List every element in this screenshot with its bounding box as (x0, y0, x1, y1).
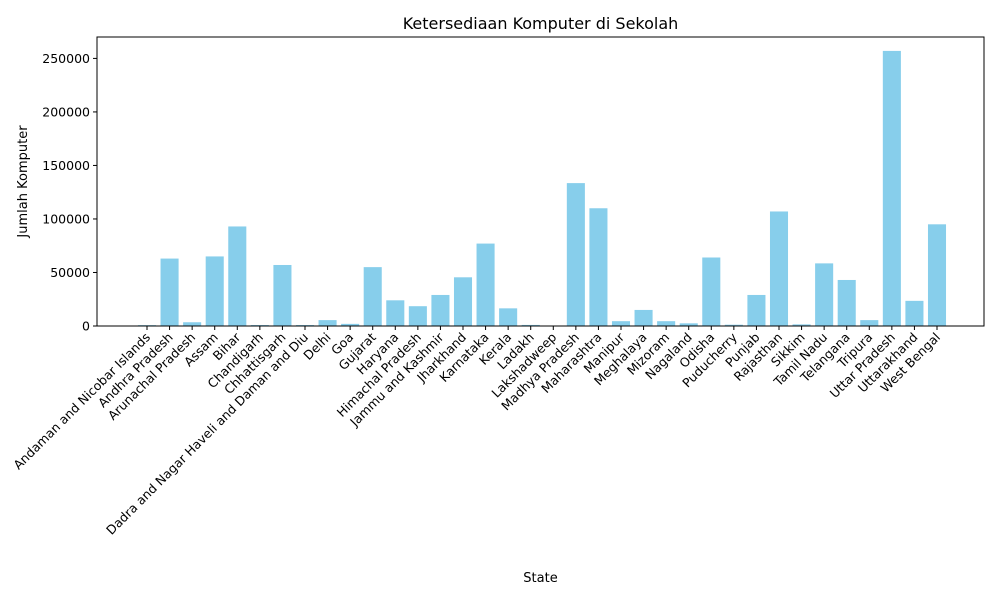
bar (657, 321, 676, 326)
bar (747, 294, 766, 326)
bar (611, 321, 631, 326)
y-tick-label: 100000 (42, 211, 90, 226)
y-axis-title: Jumlah Komputer (16, 125, 31, 239)
y-axis-ticks: 0 50000 100000 150000 200000 250000 (42, 51, 97, 334)
bar (476, 243, 495, 326)
bar (927, 224, 947, 326)
bar (905, 300, 924, 326)
bar (273, 264, 292, 326)
bar (679, 323, 698, 326)
bar (634, 309, 653, 326)
bar (724, 324, 743, 326)
chart-title: Ketersediaan Komputer di Sekolah (403, 14, 679, 33)
x-axis-title: State (523, 571, 557, 586)
y-tick-label: 200000 (42, 104, 90, 119)
bar (453, 277, 473, 326)
bar (815, 263, 834, 326)
bar (160, 258, 179, 326)
bar (228, 226, 247, 326)
bar (363, 267, 382, 326)
bar (589, 208, 608, 326)
bar (702, 257, 721, 326)
bar (499, 308, 518, 326)
bars-group (137, 50, 947, 326)
bar (341, 323, 360, 326)
bar (183, 322, 202, 326)
bar (408, 306, 427, 326)
y-tick-label: 50000 (50, 265, 90, 280)
bar (882, 50, 901, 326)
bar (769, 211, 789, 326)
bar (860, 320, 879, 326)
bar (318, 320, 337, 326)
bar (566, 183, 585, 326)
bar (837, 279, 856, 326)
bar (792, 324, 811, 326)
plot-frame (96, 36, 985, 327)
y-tick-label: 250000 (42, 51, 90, 66)
y-tick-label: 0 (82, 319, 90, 334)
bar (431, 294, 450, 326)
bar (205, 256, 224, 326)
y-tick-label: 150000 (42, 158, 90, 173)
bar (521, 324, 540, 326)
bar (386, 300, 405, 326)
